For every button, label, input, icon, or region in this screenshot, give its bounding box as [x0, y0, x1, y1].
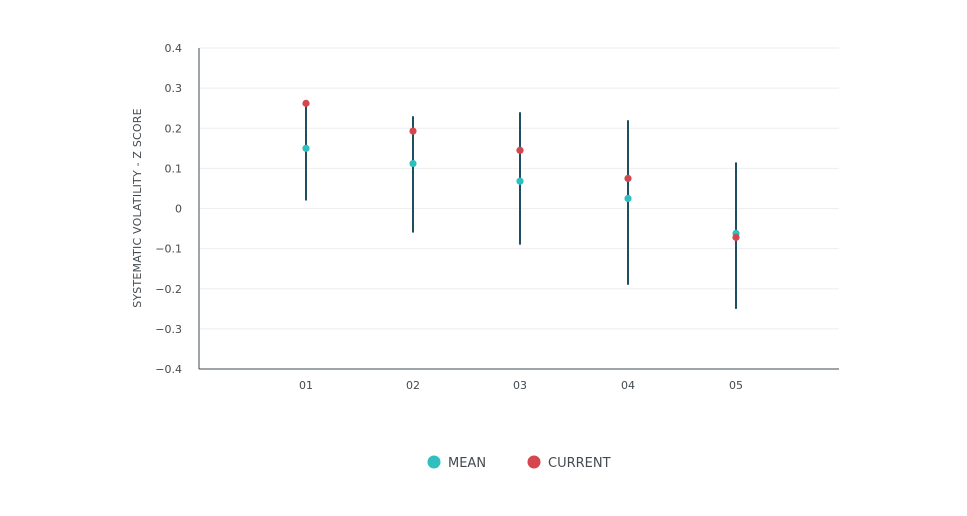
legend-label-mean: MEAN — [448, 456, 486, 471]
legend: MEAN CURRENT — [427, 455, 611, 471]
y-tick-label: 0.3 — [165, 82, 183, 95]
y-tick-label: 0.1 — [165, 162, 183, 175]
mean-point — [624, 194, 632, 203]
legend-marker-mean — [427, 455, 441, 469]
current-point — [302, 99, 310, 107]
current-point — [624, 174, 632, 183]
legend-label-current: CURRENT — [548, 456, 611, 471]
y-tick-label: 0 — [175, 203, 182, 216]
x-tick-label: 03 — [513, 379, 527, 392]
current-point — [516, 146, 524, 154]
y-tick-label: 0.2 — [165, 122, 183, 135]
data-points — [302, 99, 740, 241]
x-tick-label: 01 — [299, 379, 313, 392]
y-tick-label: −0.2 — [155, 283, 182, 296]
range-bars — [305, 104, 737, 309]
y-tick-label: −0.1 — [155, 243, 182, 256]
mean-point — [409, 159, 417, 168]
mean-point — [302, 144, 310, 152]
y-axis-title: SYSTEMATIC VOLATILITY - Z SCORE — [131, 108, 144, 308]
y-tick-label: −0.4 — [155, 363, 182, 376]
x-tick-label: 05 — [729, 379, 743, 392]
x-tick-label: 02 — [406, 379, 420, 392]
x-tick-labels: 01 02 03 04 05 — [299, 379, 743, 392]
axes: SYSTEMATIC VOLATILITY - Z SCORE — [131, 48, 839, 370]
mean-point — [516, 177, 524, 185]
y-tick-label: 0.4 — [165, 42, 183, 55]
current-point — [409, 127, 417, 135]
legend-marker-current — [527, 455, 541, 469]
x-tick-label: 04 — [621, 379, 635, 392]
y-tick-labels: −0.4 −0.3 −0.2 −0.1 0 0.1 0.2 0.3 0.4 — [155, 42, 182, 376]
y-tick-label: −0.3 — [155, 323, 182, 336]
current-point — [732, 233, 740, 241]
